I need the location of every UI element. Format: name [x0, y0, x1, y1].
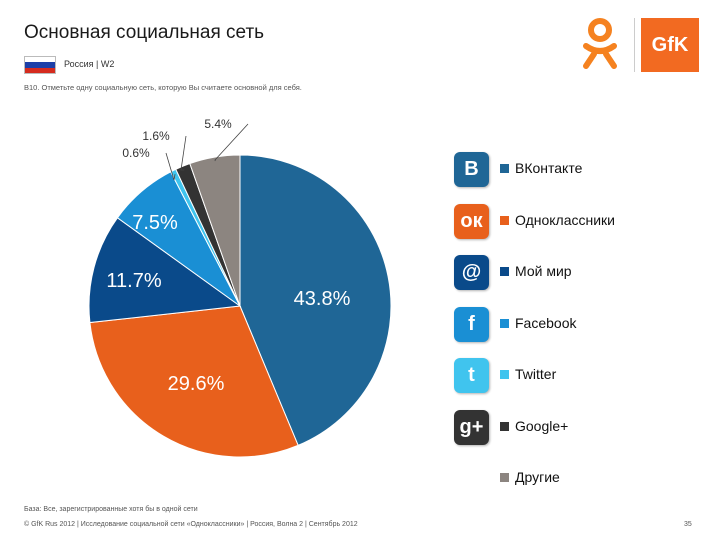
vk-icon: B — [454, 152, 489, 187]
legend-label: Мой мир — [515, 263, 572, 279]
legend-item: f Facebook — [454, 306, 704, 347]
legend-label: Google+ — [515, 417, 569, 434]
legend-item: g+ Google+ — [454, 409, 704, 450]
page-title: Основная социальная сеть — [24, 22, 265, 43]
data-label-6: 1.6% — [142, 129, 170, 143]
odnoklassniki-logo-icon — [583, 18, 617, 69]
google-plus-icon: g+ — [454, 409, 489, 445]
legend-item: Другие — [454, 461, 704, 501]
base-note: База: Все, зарегистрированные хотя бы в … — [24, 506, 198, 513]
legend-item: @ Мой мир — [454, 255, 704, 295]
legend-item: B ВКонтакте — [454, 152, 704, 192]
mail-at-icon: @ — [454, 255, 489, 290]
data-label-2: 29.6% — [168, 373, 225, 395]
leader-line-6 — [180, 135, 187, 171]
gfk-logo: GfK — [641, 18, 699, 72]
footer-source: © GfK Rus 2012 | Исследование социальной… — [24, 521, 358, 528]
facebook-icon: f — [454, 306, 489, 342]
pie-slice-7 — [189, 154, 241, 307]
legend-item: t Twitter — [454, 358, 704, 398]
survey-question: B10. Отметьте одну социальную сеть, кото… — [24, 83, 302, 92]
legend-swatch — [500, 473, 509, 482]
country-wave-label: Россия | W2 — [64, 59, 115, 69]
pie-slice-1 — [239, 154, 392, 447]
page-number: 35 — [684, 521, 692, 528]
pie-slice-2 — [89, 305, 299, 458]
legend-label: Facebook — [515, 314, 577, 331]
legend-swatch — [500, 164, 509, 173]
legend-label: Одноклассники — [515, 211, 616, 228]
odnoklassniki-icon: ок — [454, 203, 489, 239]
legend-swatch — [500, 421, 509, 431]
data-label-1: 43.8% — [294, 288, 351, 310]
logo-divider — [634, 18, 635, 72]
leader-line-7 — [214, 123, 249, 162]
legend-swatch — [500, 370, 509, 379]
data-label-7: 5.4% — [204, 117, 232, 131]
legend-label: Twitter — [515, 366, 557, 382]
legend-swatch — [500, 215, 509, 225]
data-label-4: 7.5% — [132, 212, 178, 234]
pie-slice-3 — [88, 217, 242, 324]
twitter-icon: t — [454, 358, 489, 393]
data-label-5: 0.6% — [122, 146, 150, 160]
russia-flag-icon — [24, 56, 56, 74]
leader-line-5 — [165, 152, 176, 181]
legend-label: ВКонтакте — [515, 160, 583, 176]
legend-swatch — [500, 318, 509, 328]
legend-swatch — [500, 267, 509, 276]
legend-label: Другие — [515, 469, 560, 485]
legend-item: ок Одноклассники — [454, 203, 704, 244]
data-label-3: 11.7% — [106, 270, 161, 292]
